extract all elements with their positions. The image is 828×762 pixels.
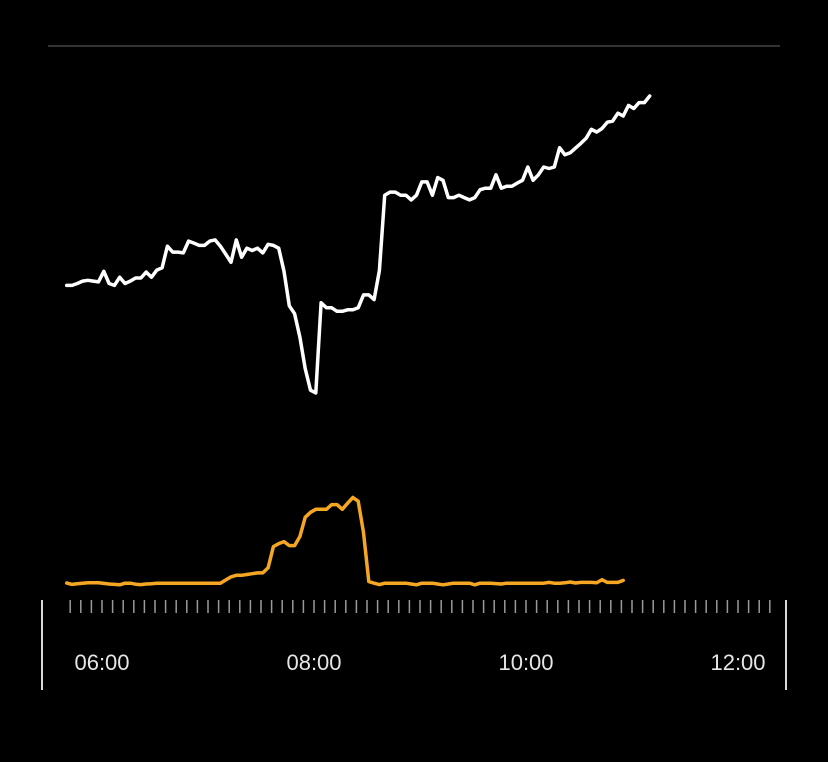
x-axis-tick-labels: 06:00 08:00 10:00 12:00 [74, 650, 765, 675]
secondary-series-line [64, 495, 625, 587]
series-layer [64, 94, 652, 587]
x-axis-minor-ticks [69, 600, 771, 613]
primary-series-line [64, 94, 652, 395]
x-tick-label-1200: 12:00 [710, 650, 765, 675]
x-tick-label-0600: 06:00 [74, 650, 129, 675]
x-axis: 06:00 08:00 10:00 12:00 [41, 600, 787, 690]
x-tick-label-0800: 08:00 [286, 650, 341, 675]
x-tick-label-1000: 10:00 [498, 650, 553, 675]
